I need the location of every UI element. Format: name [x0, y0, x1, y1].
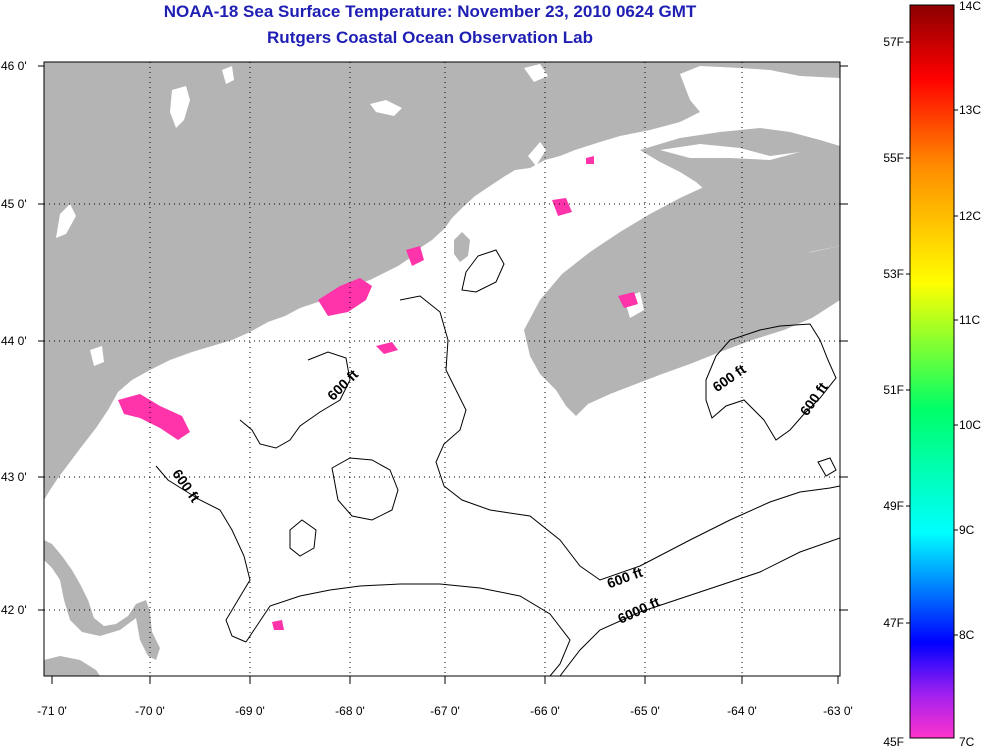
land-new-england: [44, 62, 840, 500]
lat-label: 43 0': [1, 470, 27, 484]
lon-label: -69 0': [235, 704, 265, 718]
lon-label: -63 0': [823, 704, 853, 718]
land-cape-cod: [44, 540, 160, 660]
fahrenheit-label: 51F: [883, 383, 904, 397]
lat-label: 42 0': [1, 603, 27, 617]
celsius-label: 14C: [959, 0, 981, 13]
celsius-label: 9C: [959, 523, 975, 537]
colorbar-fahrenheit-labels: 57F 55F 53F 51F 49F 47F 45F: [883, 35, 904, 749]
lon-label: -68 0': [335, 704, 365, 718]
lon-label: -71 0': [37, 704, 67, 718]
longitude-labels: -71 0' -70 0' -69 0' -68 0' -67 0' -66 0…: [37, 704, 853, 718]
lat-label: 45 0': [1, 197, 27, 211]
depth-contours: [155, 249, 840, 676]
land-new-brunswick: [640, 128, 840, 260]
lat-label: 44 0': [1, 334, 27, 348]
colorbar-ticks: [906, 41, 958, 636]
celsius-label: 10C: [959, 418, 981, 432]
celsius-label: 13C: [959, 103, 981, 117]
lakes: [56, 64, 800, 366]
land-nova-scotia: [524, 186, 840, 416]
tick-marks: [38, 65, 848, 684]
fahrenheit-label: 53F: [883, 267, 904, 281]
warm-sst-patches: [118, 156, 638, 630]
fahrenheit-label: 57F: [883, 35, 904, 49]
celsius-label: 11C: [959, 313, 980, 327]
lon-label: -67 0': [430, 704, 460, 718]
colorbar: [909, 4, 955, 739]
lon-label: -64 0': [727, 704, 757, 718]
fahrenheit-label: 45F: [883, 735, 904, 749]
lat-label: 46 0': [1, 59, 27, 73]
colorbar-celsius-labels: 14C 13C 12C 11C 10C 9C 8C 7C: [959, 0, 981, 749]
fahrenheit-label: 55F: [883, 151, 904, 165]
lon-label: -70 0': [135, 704, 165, 718]
celsius-label: 7C: [959, 735, 975, 749]
latitude-labels: 46 0' 45 0' 44 0' 43 0' 42 0': [1, 59, 27, 617]
celsius-label: 8C: [959, 628, 975, 642]
land-grand-manan: [454, 232, 470, 262]
map-title: NOAA-18 Sea Surface Temperature: Novembe…: [163, 2, 697, 21]
map-subtitle: Rutgers Coastal Ocean Observation Lab: [267, 28, 593, 47]
lon-label: -66 0': [530, 704, 560, 718]
fahrenheit-label: 49F: [883, 499, 904, 513]
celsius-label: 12C: [959, 209, 981, 223]
land-south-coast: [44, 656, 100, 676]
lon-label: -65 0': [630, 704, 660, 718]
map-frame: [43, 61, 841, 677]
fahrenheit-label: 47F: [883, 616, 904, 630]
